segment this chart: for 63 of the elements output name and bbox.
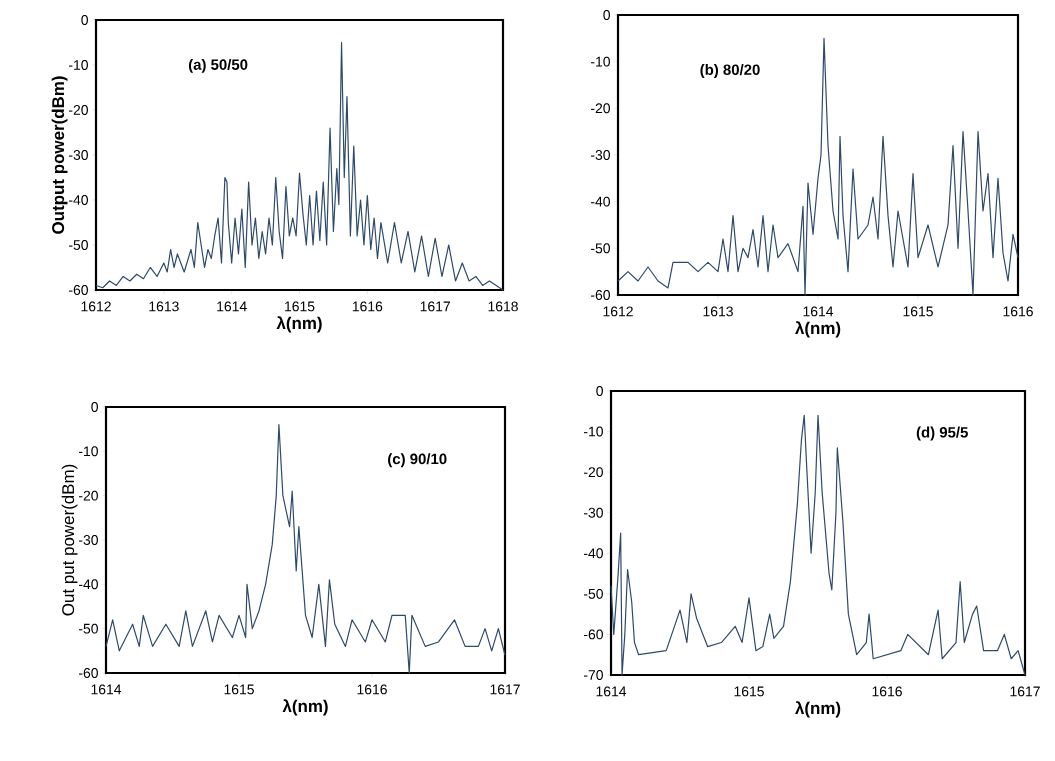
x-axis-title: λ(nm) — [276, 316, 322, 333]
y-tick-label: -60 — [583, 629, 603, 640]
x-tick-label: 1614 — [217, 301, 247, 312]
y-tick-label: -20 — [591, 103, 610, 114]
y-tick-label: -10 — [78, 446, 98, 457]
x-tick-label: 1614 — [803, 306, 834, 317]
y-tick-label: 0 — [91, 402, 98, 412]
y-tick-label: -30 — [78, 535, 98, 545]
x-tick-label: 1613 — [703, 306, 733, 317]
x-tick-label: 1615 — [285, 301, 315, 312]
x-tick-label: 1615 — [224, 684, 254, 695]
x-tick-label: 1615 — [734, 686, 764, 697]
y-tick-label: -50 — [69, 240, 88, 250]
x-tick-label: 1612 — [81, 301, 111, 312]
x-tick-label: 1615 — [903, 306, 933, 317]
line-series — [617, 37, 1019, 296]
x-tick-label: 1614 — [596, 686, 627, 697]
y-tick-label: -20 — [69, 105, 88, 115]
y-tick-label: -30 — [69, 150, 88, 160]
y-tick-label: -40 — [78, 579, 98, 590]
y-axis-title: Output power(dBm) — [51, 76, 68, 234]
y-tick-label: -40 — [591, 196, 610, 207]
x-tick-label: 1616 — [357, 684, 387, 695]
y-tick-label: -30 — [583, 507, 603, 518]
y-tick-label: 0 — [81, 15, 88, 25]
x-tick-label: 1618 — [488, 301, 518, 312]
x-tick-label: 1616 — [872, 686, 902, 697]
y-tick-label: -20 — [583, 467, 603, 478]
x-tick-label: 1617 — [1010, 686, 1040, 697]
annotation: (b) 80/20 — [700, 64, 760, 78]
y-tick-label: -10 — [583, 426, 603, 437]
x-axis-title: λ(nm) — [795, 701, 841, 718]
annotation: (a) 50/50 — [188, 58, 248, 73]
y-tick-label: -40 — [69, 195, 88, 205]
y-tick-label: -60 — [78, 668, 98, 678]
y-tick-label: 0 — [596, 386, 603, 396]
x-tick-label: 1614 — [91, 684, 122, 695]
y-tick-label: -60 — [69, 285, 88, 295]
x-tick-label: 1616 — [1003, 306, 1033, 317]
y-axis-title: Out put power(dBm) — [61, 464, 78, 616]
line-series — [95, 41, 504, 291]
line-series — [105, 424, 506, 674]
y-tick-label: -60 — [591, 290, 610, 300]
y-tick-label: -30 — [591, 150, 610, 160]
y-tick-label: 0 — [603, 10, 610, 20]
x-axis-title: λ(nm) — [282, 699, 328, 716]
x-axis-title: λ(nm) — [795, 321, 841, 338]
y-tick-label: -50 — [591, 243, 610, 254]
x-tick-label: 1617 — [490, 684, 520, 695]
y-tick-label: -50 — [583, 588, 603, 599]
line-series — [610, 414, 1026, 676]
y-tick-label: -70 — [583, 670, 603, 680]
x-tick-label: 1617 — [420, 301, 450, 312]
y-tick-label: -10 — [69, 60, 88, 70]
y-tick-label: -10 — [591, 56, 610, 67]
annotation: (d) 95/5 — [916, 426, 968, 441]
x-tick-label: 1612 — [603, 306, 633, 317]
annotation: (c) 90/10 — [388, 453, 447, 468]
x-tick-label: 1613 — [149, 301, 179, 312]
x-tick-label: 1616 — [352, 301, 383, 312]
y-tick-label: -50 — [78, 623, 98, 634]
y-tick-label: -20 — [78, 490, 98, 501]
y-tick-label: -40 — [583, 548, 603, 559]
